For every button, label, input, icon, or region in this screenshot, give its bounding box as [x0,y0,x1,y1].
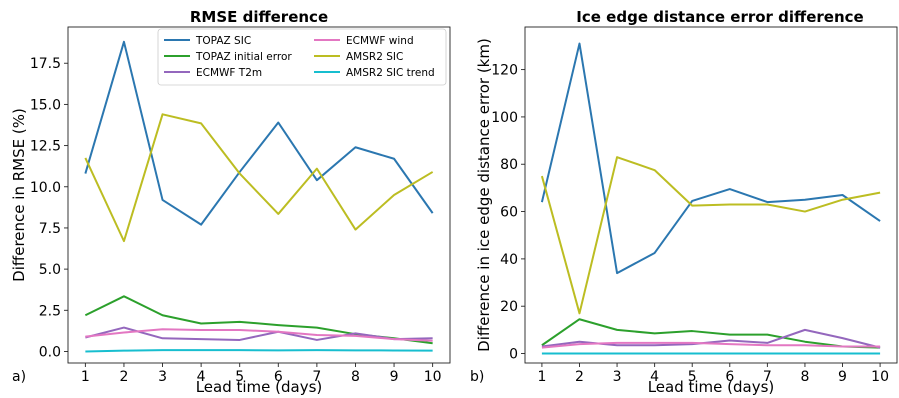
x-tick-label-a-7: 7 [312,369,321,385]
series-line-ecmwf-t2m-a [85,326,433,341]
panel-label-a: a) [12,369,26,385]
legend-entry-amsr2-sic-trend: AMSR2 SIC trend [314,67,435,79]
series-line-ecmwf-wind-a [85,328,433,342]
legend-label-topaz-sic: TOPAZ SIC [195,35,251,47]
chart-title-b: Ice edge distance error difference [576,8,863,26]
x-tick-label-b-7: 7 [763,369,772,385]
series-line-topaz-sic-b [540,42,881,275]
legend-entry-ecmwf-wind: ECMWF wind [314,35,414,47]
x-tick-label-b-9: 9 [838,369,847,385]
y-tick-label-a-0: 0.0 [39,344,61,360]
legend-label-amsr2-sic-trend: AMSR2 SIC trend [346,67,435,79]
y-tick-label-a-2: 5.0 [39,262,61,278]
series-line-amsr2-sic-b [540,156,881,315]
y-tick-label-b-3: 60 [500,205,518,221]
y-tick-label-b-4: 80 [500,157,518,173]
x-tick-label-b-4: 4 [650,369,659,385]
x-tick-label-b-2: 2 [575,369,584,385]
ticks-a: 1 2 3 4 5 6 7 8 9 10 0.0 2.5 5.0 7.5 10.0 12.5 15.0 17.5 [30,56,442,385]
x-tick-label-b-10: 10 [871,369,889,385]
legend: TOPAZ SIC TOPAZ initial error ECMWF T2m … [157,28,447,86]
x-tick-label-a-9: 9 [390,369,399,385]
x-tick-label-a-5: 5 [235,369,244,385]
panel-a: RMSE difference Lead time (days) Differe… [10,8,451,396]
panel-label-b: b) [470,369,484,385]
legend-label-amsr2-sic: AMSR2 SIC [346,51,403,63]
legend-entry-ecmwf-t2m: ECMWF T2m [164,67,262,79]
x-axis-label-b: Lead time (days) [648,378,775,396]
legend-label-ecmwf-t2m: ECMWF T2m [196,67,262,79]
y-tick-label-a-3: 7.5 [39,221,61,237]
y-tick-label-a-5: 12.5 [30,139,61,155]
legend-entry-amsr2-sic: AMSR2 SIC [314,51,403,63]
x-tick-label-a-4: 4 [197,369,206,385]
x-tick-label-b-3: 3 [613,369,622,385]
series-line-ecmwf-wind-b [541,341,881,349]
x-tick-label-a-8: 8 [351,369,360,385]
y-axis-label-a: Difference in RMSE (%) [10,108,28,282]
y-tick-label-b-2: 40 [500,252,518,268]
x-tick-label-b-6: 6 [725,369,734,385]
legend-label-ecmwf-wind: ECMWF wind [346,35,414,47]
series-lines-a [84,40,434,353]
x-tick-label-a-10: 10 [424,369,442,385]
series-line-topaz-sic-a [84,40,434,226]
y-tick-label-a-7: 17.5 [30,56,61,72]
y-tick-label-b-1: 20 [500,299,518,315]
chart-title-a: RMSE difference [190,8,328,26]
series-line-amsr2-sic-a [84,113,434,243]
series-line-amsr2-sic-trend-a [85,349,433,353]
x-tick-label-a-1: 1 [81,369,90,385]
y-tick-label-a-4: 10.0 [30,180,61,196]
plot-frame-b [524,26,898,364]
x-tick-label-a-6: 6 [274,369,283,385]
legend-frame [157,28,447,86]
legend-entry-topaz-sic: TOPAZ SIC [164,35,251,47]
x-tick-label-b-1: 1 [537,369,546,385]
y-tick-label-b-6: 120 [491,63,518,79]
legend-label-topaz-initial-error: TOPAZ initial error [195,51,292,63]
x-tick-label-a-3: 3 [158,369,167,385]
series-lines-b [540,42,881,355]
y-tick-label-a-1: 2.5 [39,303,61,319]
series-line-topaz-initial-error-b [541,318,881,349]
x-tick-label-a-2: 2 [119,369,128,385]
y-tick-label-a-6: 15.0 [30,97,61,113]
x-tick-label-b-5: 5 [688,369,697,385]
y-tick-label-b-0: 0 [509,347,518,363]
y-axis-label-b: Difference in ice edge distance error (k… [475,38,493,352]
plot-frame-a [67,26,451,364]
panel-b: Ice edge distance error difference Lead … [470,8,898,396]
x-tick-label-b-8: 8 [800,369,809,385]
y-tick-label-b-5: 100 [491,110,518,126]
x-axis-label-a: Lead time (days) [196,378,323,396]
legend-entry-topaz-initial-error: TOPAZ initial error [164,51,292,63]
